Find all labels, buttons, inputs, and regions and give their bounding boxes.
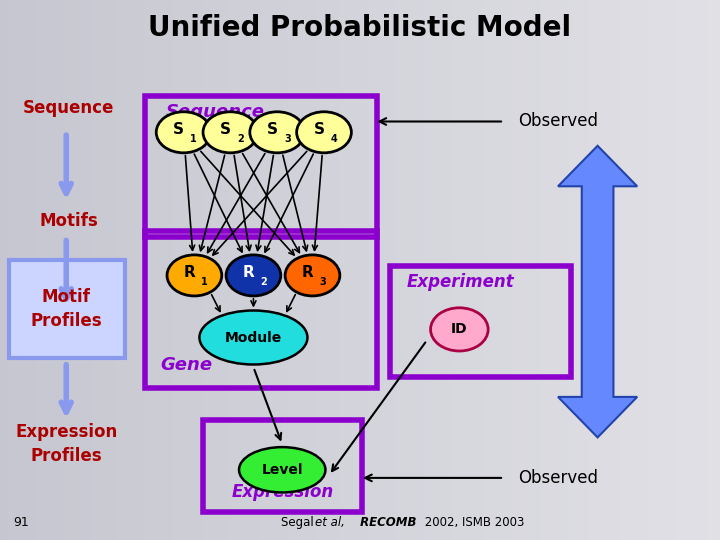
Text: Module: Module [225,330,282,345]
Text: Gene: Gene [161,356,212,374]
Text: 2002, ISMB 2003: 2002, ISMB 2003 [421,516,525,529]
Circle shape [156,112,211,153]
Circle shape [167,255,222,296]
Circle shape [203,112,258,153]
Ellipse shape [239,447,325,492]
FancyBboxPatch shape [9,260,125,358]
Text: Unified Probabilistic Model: Unified Probabilistic Model [148,14,572,42]
Text: Sequence: Sequence [23,99,114,117]
Text: 1: 1 [201,278,208,287]
Text: Expression: Expression [15,423,117,441]
Text: S: S [266,122,278,137]
Text: RECOMB: RECOMB [356,516,417,529]
Text: R: R [184,265,195,280]
Text: Profiles: Profiles [30,447,102,465]
Text: 4: 4 [330,134,338,144]
Text: Observed: Observed [518,112,598,131]
Text: S: S [313,122,325,137]
Text: Sequence: Sequence [166,103,265,120]
Text: et al,: et al, [315,516,345,529]
Circle shape [297,112,351,153]
Text: S: S [173,122,184,137]
Text: 3: 3 [284,134,291,144]
Text: Segal: Segal [281,516,318,529]
Text: S: S [220,122,231,137]
Ellipse shape [199,310,307,365]
Text: 2: 2 [237,134,244,144]
Circle shape [226,255,281,296]
Text: Level: Level [261,463,303,477]
Text: Expression: Expression [231,483,334,501]
Text: Motif: Motif [42,288,91,306]
Text: R: R [243,265,254,280]
Circle shape [250,112,305,153]
Text: ID: ID [451,322,468,336]
Text: R: R [302,265,313,280]
Text: 3: 3 [319,278,326,287]
Text: 91: 91 [13,516,29,529]
Circle shape [285,255,340,296]
Circle shape [431,308,488,351]
Text: Motifs: Motifs [39,212,98,231]
Text: Profiles: Profiles [30,312,102,330]
Text: 1: 1 [190,134,197,144]
Text: 2: 2 [260,278,267,287]
Text: Observed: Observed [518,469,598,487]
Text: Experiment: Experiment [407,273,515,291]
Polygon shape [558,146,637,437]
